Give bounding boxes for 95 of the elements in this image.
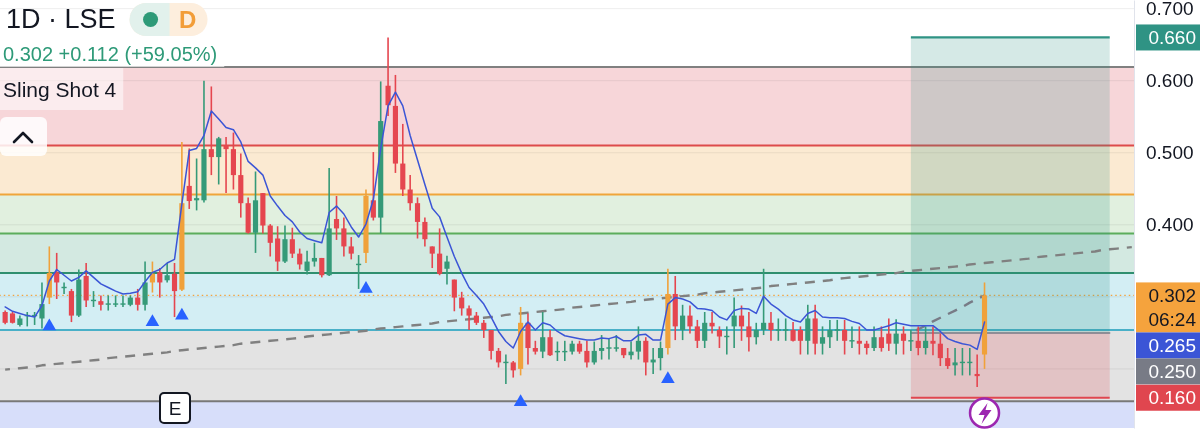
candlestick [267,223,273,258]
candlestick [768,311,774,342]
candlestick [407,174,413,212]
candlestick [842,319,848,356]
candlestick [871,325,877,352]
candlestick [282,224,288,264]
candlestick [606,337,612,361]
text: 0.265 [1148,335,1196,357]
candlestick [437,227,443,277]
text: 0.250 [1148,361,1196,383]
candlestick [451,278,457,313]
candlestick [937,332,943,367]
candlestick [827,319,833,349]
candlestick [54,252,60,300]
candlestick [275,225,281,272]
candlestick [819,325,826,356]
candlestick [930,325,936,357]
candlestick [584,340,590,369]
candlestick [908,329,914,352]
candlestick [893,318,899,356]
candlestick [540,311,546,359]
candlestick [886,317,892,352]
candlestick [488,329,494,361]
candlestick [414,196,421,240]
candlestick [753,322,759,346]
candlestick [628,340,634,361]
candlestick [849,325,855,349]
text: 0.660 [1148,27,1196,49]
candlestick [591,340,597,366]
point [42,318,57,331]
annotation: Sling Shot 4 [3,78,117,101]
candlestick [422,216,428,248]
candlestick [341,216,347,258]
candlestick [135,288,141,312]
candlestick [289,226,295,259]
candlestick [157,267,163,299]
point [661,371,675,383]
candlestick [775,317,781,342]
candlestick [311,242,317,268]
point [513,394,528,406]
text: 0.160 [1148,387,1196,409]
candlestick [790,321,796,343]
y-tick-label: 0.500 [1146,142,1194,164]
line-series [3,245,1133,371]
y-tick-label: 0.600 [1146,70,1194,92]
candlestick [385,36,391,117]
candlestick [974,353,980,388]
candlestick [834,319,840,342]
candlestick [702,311,708,349]
candlestick [687,304,693,335]
candlestick [952,347,958,377]
candlestick [98,294,104,312]
candlestick [945,347,951,370]
point [359,281,373,293]
candlestick [599,334,605,361]
candlestick [805,303,811,356]
candlestick [797,325,803,356]
candlestick [194,157,200,212]
candlestick [333,195,340,241]
candlestick [746,311,752,353]
candlestick [716,325,722,349]
candlestick [429,245,435,269]
text: 06:24 [1148,309,1197,331]
candlestick [348,236,354,261]
candlestick [709,311,715,335]
candlestick [105,294,111,312]
y-tick-label: 0.400 [1146,214,1194,236]
candlestick [878,325,884,353]
annotation: E [168,397,182,419]
candlestick [923,325,929,356]
candlestick [635,325,641,361]
chart-title: 1D · LSE [6,4,116,34]
candlestick [216,136,222,186]
candlestick [900,325,907,356]
y-tick-label: 0.700 [1146,0,1194,20]
candlestick [120,294,126,308]
candlestick [39,281,45,330]
candlestick [783,317,789,342]
point [175,307,189,320]
point [145,314,160,326]
annotation: D [178,5,197,33]
candlestick [680,303,686,341]
candlestick [856,325,862,356]
candlestick [547,329,553,357]
candlestick [466,304,472,331]
candlestick [171,262,178,318]
candlestick [495,347,502,369]
candlestick [915,325,921,357]
ref-line-label: 0.302 [1148,285,1196,307]
text: 0.302 +0.112 (+59.05%) [3,43,218,65]
candlestick [643,336,649,377]
candlestick [657,340,664,372]
candlestick [694,319,700,349]
candlestick [481,319,487,339]
candlestick [864,340,870,356]
